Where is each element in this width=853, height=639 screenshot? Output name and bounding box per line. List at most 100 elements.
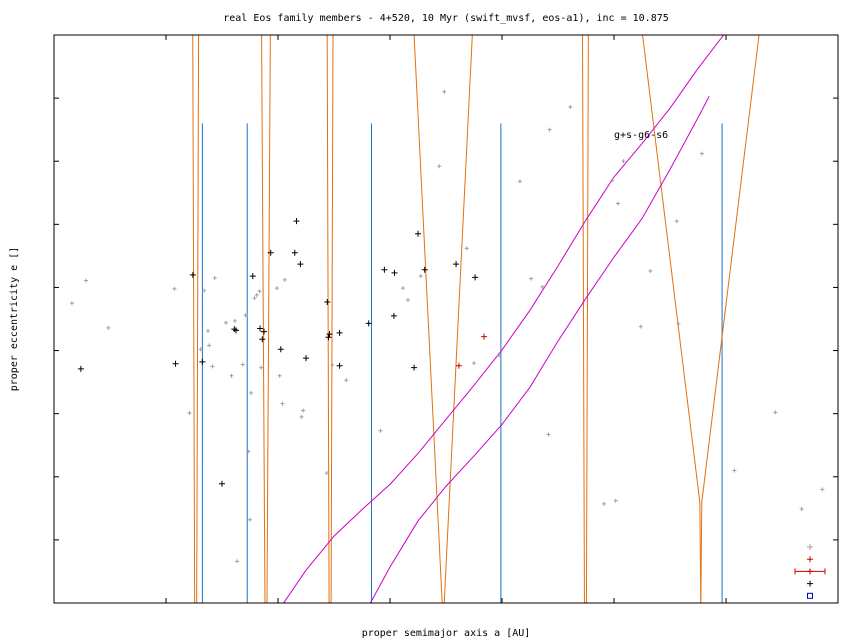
circulation-point <box>261 328 267 335</box>
circulation-point <box>293 218 300 225</box>
astdys-point <box>187 411 192 416</box>
astdys-point <box>517 179 522 184</box>
circulation-point <box>421 266 428 273</box>
circulation-point <box>411 364 418 371</box>
astdys-point <box>613 498 618 503</box>
legend-marker <box>807 544 813 550</box>
astdys-point <box>344 378 349 383</box>
astdys-point <box>301 408 306 413</box>
astdys-point <box>210 364 215 369</box>
astdys-point <box>259 365 264 370</box>
plot-area <box>69 35 825 603</box>
astdys-point <box>547 127 552 132</box>
astdys-point <box>282 277 287 282</box>
mean-motion-resonance-left-border <box>326 35 331 603</box>
astdys-point <box>732 468 737 473</box>
circulation-point <box>325 334 332 341</box>
astdys-point <box>83 278 88 283</box>
circulation-point <box>336 329 343 336</box>
circulation-point <box>291 249 298 256</box>
astdys-point <box>405 298 410 303</box>
astdys-point <box>202 288 207 293</box>
astdys-point <box>699 151 704 156</box>
astdys-point <box>280 401 285 406</box>
legend-marker <box>807 556 813 563</box>
astdys-point <box>568 104 573 109</box>
secular-resonance-boundary <box>369 95 710 603</box>
mean-motion-resonance-left-border <box>642 35 702 603</box>
mean-motion-resonance-right-border <box>330 35 334 603</box>
astdys-point <box>248 517 252 522</box>
astdys-point <box>820 487 825 492</box>
astdys-point <box>229 373 234 378</box>
astdys-point <box>324 470 329 475</box>
astdys-point <box>472 361 476 366</box>
astdys-point <box>674 219 679 224</box>
astdys-point <box>277 373 282 378</box>
astdys-point <box>497 353 502 358</box>
libration-point <box>455 362 462 369</box>
astdys-point <box>638 324 643 329</box>
circulation-point <box>415 230 421 237</box>
circulation-point <box>219 480 225 487</box>
astdys-point <box>529 276 534 281</box>
circulation-point <box>324 298 331 305</box>
mean-motion-resonance-left-border <box>192 35 196 603</box>
astdys-point <box>615 201 620 206</box>
axis-ticks <box>53 34 839 604</box>
circulation-point <box>453 261 460 268</box>
astdys-point <box>464 246 469 251</box>
libration-point <box>481 333 488 340</box>
legend-marker <box>807 568 813 575</box>
astdys-point <box>378 428 383 433</box>
astdys-point <box>206 328 210 333</box>
circulation-point <box>326 331 333 338</box>
astdys-point <box>601 501 606 506</box>
circulation-point <box>267 249 274 256</box>
astdys-point <box>648 269 653 274</box>
chart-title: real Eos family members - 4+520, 10 Myr … <box>223 13 669 24</box>
astdys-point <box>172 286 177 291</box>
astdys-point <box>546 432 551 437</box>
astdys-point <box>106 325 111 330</box>
mean-motion-resonance-right-border <box>265 35 271 603</box>
astdys-point <box>246 449 251 454</box>
astdys-point <box>249 390 254 395</box>
mean-motion-resonance-right-border <box>195 35 200 603</box>
circulation-point <box>249 273 256 280</box>
astdys-point <box>207 343 212 348</box>
legend-marker <box>807 592 813 599</box>
mean-motion-resonance-left-border <box>582 35 586 603</box>
astdys-point <box>540 284 545 289</box>
circulation-point <box>472 274 479 281</box>
circulation-point <box>390 312 397 319</box>
astdys-point <box>235 559 240 564</box>
astdys-point <box>437 164 442 169</box>
circulation-point <box>199 358 206 365</box>
mean-motion-resonance-left-border <box>413 35 444 603</box>
secular-resonance-annotation: g+s-g6-s6 <box>614 130 668 141</box>
astdys-point <box>254 293 259 298</box>
legend <box>794 544 826 599</box>
astdys-point <box>274 286 279 291</box>
circulation-point <box>172 360 179 367</box>
astdys-point <box>330 363 335 368</box>
plot-frame <box>53 34 839 604</box>
astdys-point <box>243 313 248 318</box>
astdys-point <box>252 296 257 301</box>
astdys-point <box>621 159 626 164</box>
astdys-point <box>676 322 681 327</box>
astdys-point <box>257 289 262 294</box>
circulation-point <box>189 271 196 278</box>
astdys-point <box>418 274 423 279</box>
circulation-point <box>297 261 304 268</box>
circulation-point <box>259 336 266 343</box>
astdys-point <box>442 89 447 94</box>
astdys-point <box>232 318 237 323</box>
astdys-point <box>69 301 74 306</box>
mean-motion-resonance-right-border <box>443 35 473 603</box>
circulation-point <box>277 346 284 353</box>
astdys-point <box>610 178 615 183</box>
x-axis-label: proper semimajor axis a [AU] <box>362 628 531 639</box>
